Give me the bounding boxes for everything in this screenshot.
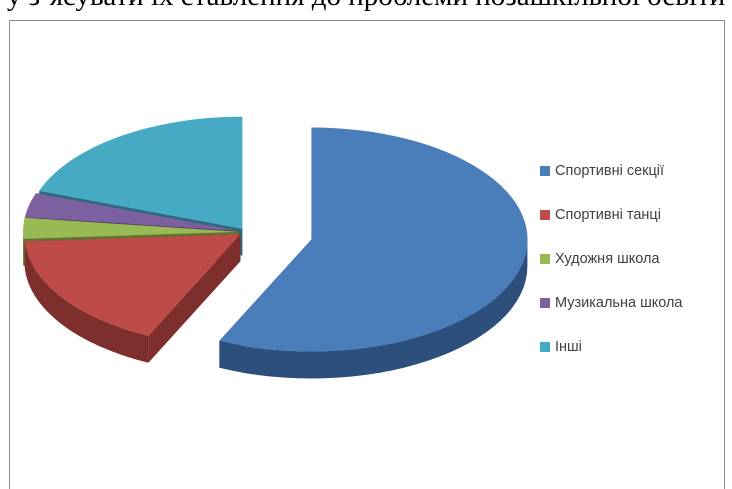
legend-label: Художня школа — [555, 251, 660, 267]
pie-slice-rim — [219, 239, 528, 379]
legend-item-sports-sections: Спортивні секції — [540, 161, 683, 181]
legend-label: Спортивні танці — [555, 207, 661, 223]
legend-item-art-school: Художня школа — [540, 249, 683, 269]
pie-slice — [24, 193, 240, 231]
pie-slice — [219, 127, 528, 352]
pie-slice-wall — [148, 234, 241, 363]
pie-slice — [39, 116, 243, 229]
legend-label: Спортивні секції — [555, 163, 665, 179]
legend-swatch — [540, 166, 550, 176]
chart-area — [9, 20, 725, 489]
legend-swatch — [540, 210, 550, 220]
legend-item-music-school: Музикальна школа — [540, 293, 683, 313]
pie-slice-rim — [24, 241, 149, 363]
legend-swatch — [540, 254, 550, 264]
legend-item-sports-dance: Спортивні танці — [540, 205, 683, 225]
legend-label: Музикальна школа — [555, 295, 683, 311]
legend-swatch — [540, 298, 550, 308]
pie-slice — [22, 217, 239, 239]
legend-label: Інші — [555, 339, 582, 355]
legend-swatch — [540, 342, 550, 352]
legend-item-other: Інші — [540, 337, 683, 357]
pie-slice — [24, 234, 241, 336]
clipped-document-text: у з’ясувати їх ставлення до проблеми поз… — [0, 0, 732, 20]
chart-legend: Спортивні секції Спортивні танці Художня… — [540, 161, 683, 381]
